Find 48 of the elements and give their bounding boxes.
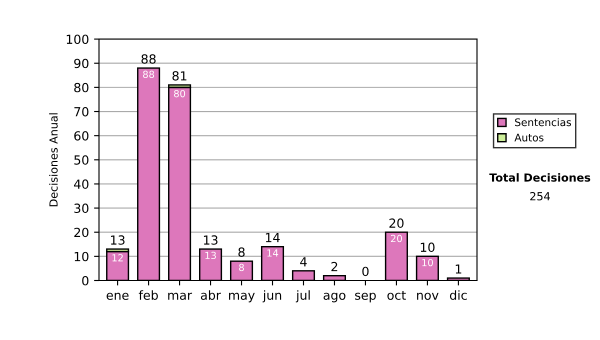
legend-label: Sentencias [515, 118, 572, 126]
x-tick-label: oct [387, 290, 406, 300]
data-label: 10 [422, 258, 433, 266]
total-label: 13 [204, 235, 218, 245]
data-label: 80 [174, 90, 186, 98]
total-label: 2 [331, 262, 338, 272]
total-label: 10 [420, 242, 435, 252]
x-tick-label: jun [262, 290, 282, 302]
total-label: 81 [172, 71, 186, 81]
data-label: 88 [143, 70, 154, 78]
total-label: 14 [266, 233, 280, 242]
y-tick-label: 20 [74, 228, 88, 238]
total-label: 13 [111, 235, 125, 245]
y-tick-label: 40 [74, 179, 88, 189]
total-label: 20 [389, 218, 404, 228]
text: 254 [530, 192, 550, 200]
y-axis-title: Decisiones Anual [49, 113, 58, 206]
y-tick-label: 80 [74, 82, 88, 92]
data-label: 13 [205, 252, 216, 260]
legend-label: Autos [514, 134, 544, 142]
x-tick-label: nov [417, 292, 439, 300]
total-label: 1 [456, 264, 462, 274]
x-tick-label: may [229, 292, 255, 302]
x-tick-label: sep [355, 292, 376, 302]
total-label: 0 [362, 266, 369, 276]
y-tick-label: 0 [82, 276, 88, 286]
total-label: 8 [238, 247, 245, 257]
y-tick-label: 50 [74, 155, 88, 165]
x-tick-label: ago [324, 292, 346, 302]
data-label: 12 [112, 254, 123, 262]
data-label: 20 [390, 234, 402, 242]
y-tick-label: 30 [74, 204, 88, 214]
total-label: 4 [300, 257, 307, 266]
y-tick-label: 100 [66, 34, 88, 44]
y-tick-label: 70 [74, 106, 88, 116]
y-tick-label: 60 [74, 131, 88, 141]
x-tick-label: feb [138, 290, 158, 300]
y-tick-label: 10 [74, 252, 88, 262]
x-tick-label: abr [200, 290, 221, 300]
y-tick-label: 90 [74, 58, 88, 68]
x-tick-label: mar [168, 292, 192, 300]
total-label: 88 [141, 54, 156, 64]
x-tick-label: jul [296, 290, 310, 302]
text: Total Decisiones [489, 173, 590, 182]
data-label: 14 [267, 249, 278, 257]
x-tick-label: ene [106, 292, 129, 300]
data-label: 8 [239, 264, 244, 272]
x-tick-label: dic [450, 290, 467, 300]
